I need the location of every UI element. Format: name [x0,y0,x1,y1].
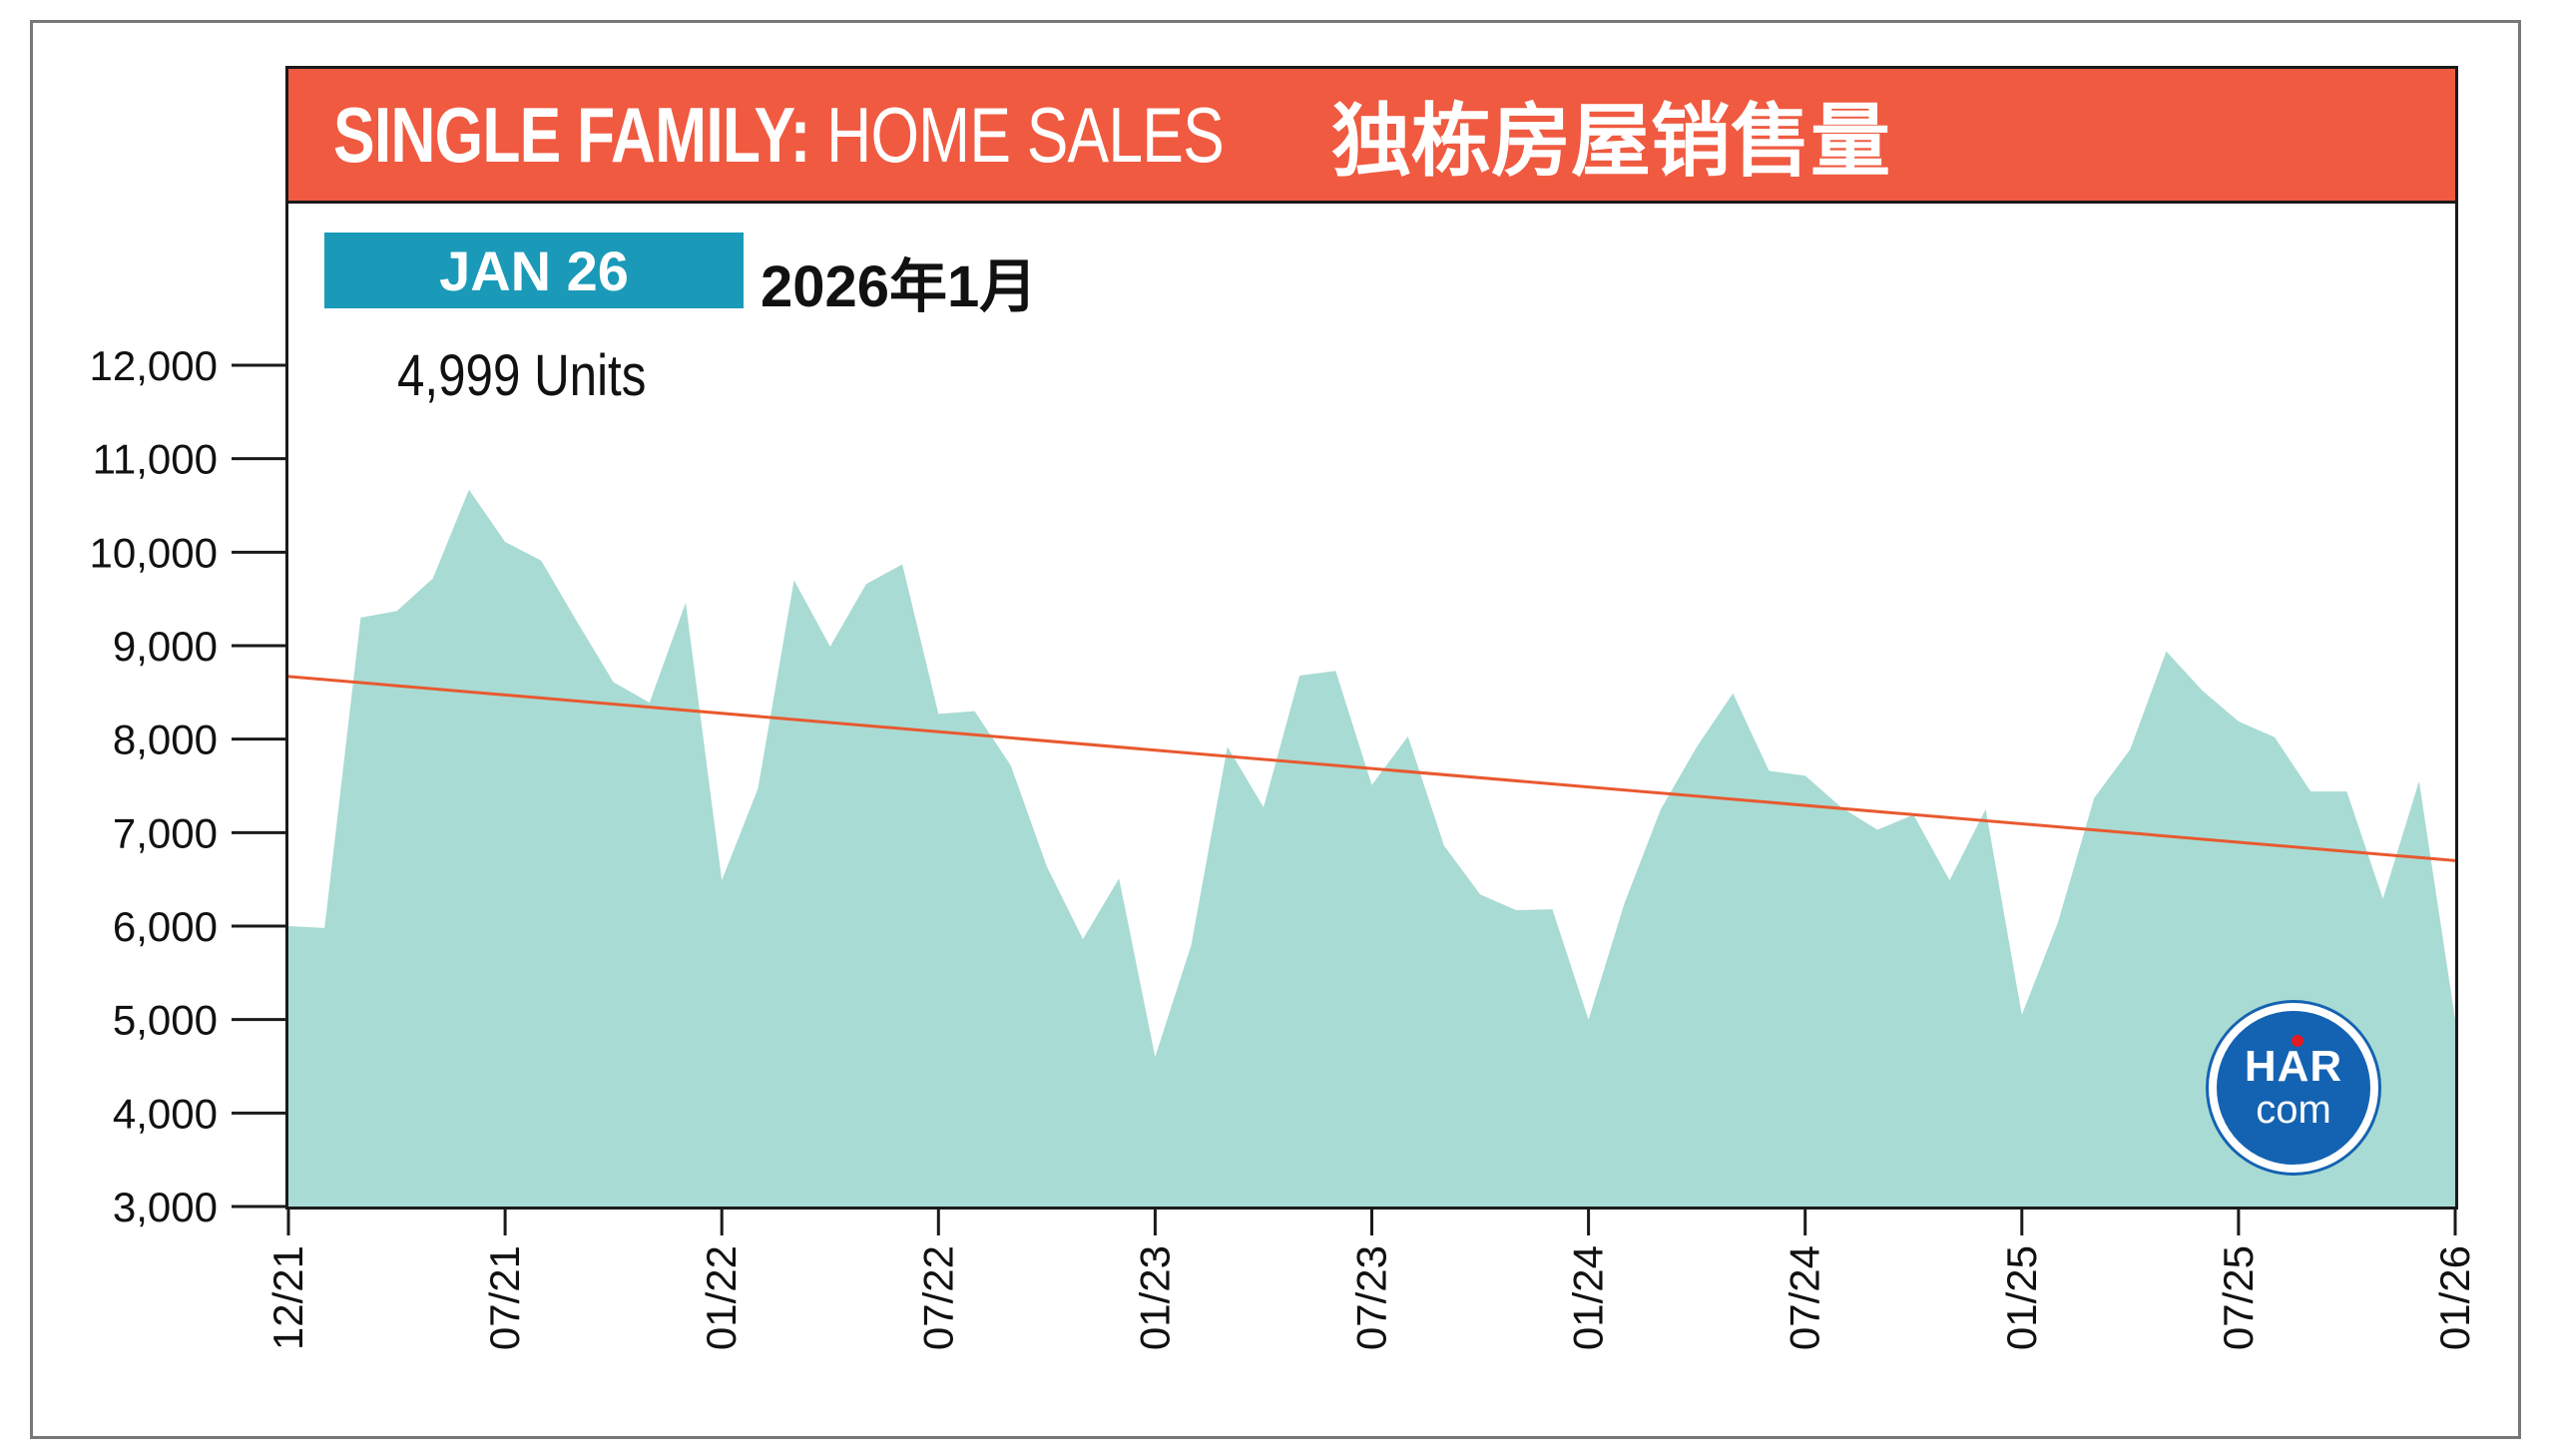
sales-area-series [288,489,2455,1208]
x-tick-label: 07/24 [1782,1245,1828,1350]
x-tick-label: 01/26 [2431,1245,2478,1350]
y-tick-label: 8,000 [113,717,218,763]
chart-title-en: SINGLE FAMILY: HOME SALES [333,90,1225,179]
title-bar: SINGLE FAMILY: HOME SALES 独栋房屋销售量 [285,66,2458,204]
har-logo: HAR com [2209,1003,2378,1173]
x-tick-label: 07/23 [1348,1245,1395,1350]
x-tick-label: 07/25 [2215,1245,2262,1350]
y-tick-label: 10,000 [90,529,218,576]
y-tick-label: 9,000 [113,623,218,670]
y-tick-label: 3,000 [113,1184,218,1230]
units-label: 4,999 Units [397,343,647,408]
x-tick-label: 07/21 [481,1245,528,1350]
x-tick-label: 01/22 [698,1245,745,1350]
x-tick-label: 07/22 [914,1245,961,1350]
logo-dot-icon [2292,1035,2303,1047]
x-tick-label: 01/24 [1565,1245,1612,1350]
x-tick-label: 01/25 [1998,1245,2045,1350]
logo-text-bottom: com [2256,1088,2331,1132]
y-tick-label: 5,000 [113,997,218,1044]
logo-text-top: HAR [2244,1042,2343,1091]
chart-title-zh: 独栋房屋销售量 [1331,95,1890,188]
date-badge: JAN 26 [324,233,744,308]
x-tick-label: 12/21 [264,1245,311,1350]
x-tick-label: 01/23 [1131,1245,1178,1350]
y-tick-label: 6,000 [113,903,218,950]
trend-line [287,675,2456,862]
y-tick-label: 7,000 [113,809,218,856]
y-tick-label: 12,000 [90,342,218,389]
y-tick-label: 11,000 [93,436,218,483]
y-tick-label: 4,000 [113,1090,218,1137]
date-label-zh: 2026年1月 [761,254,1038,319]
